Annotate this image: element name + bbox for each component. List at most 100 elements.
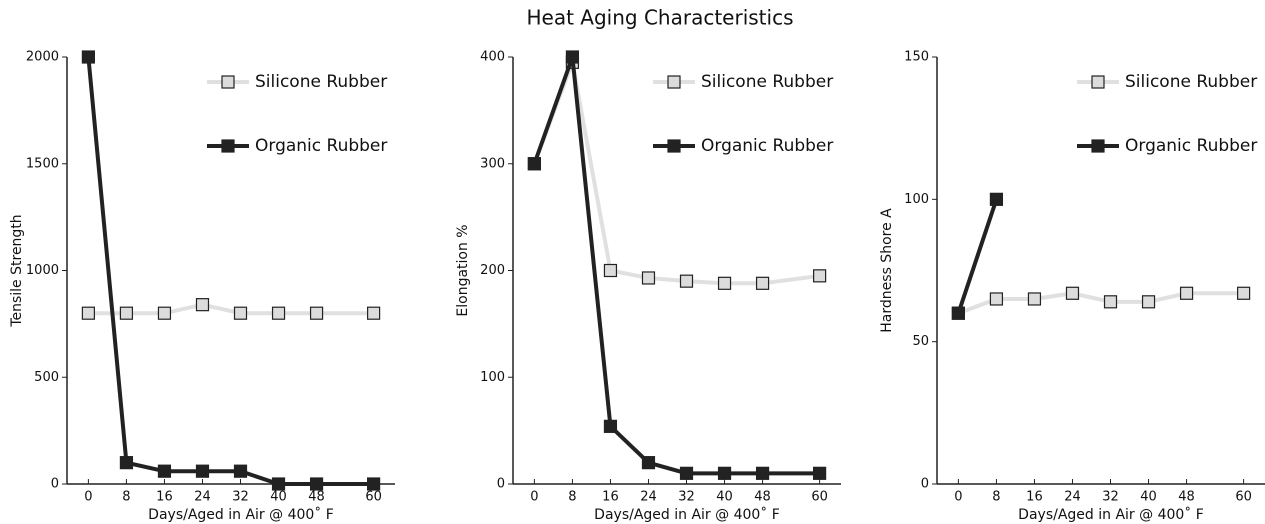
marker <box>1103 295 1118 309</box>
y-tick-label: 1500 <box>26 156 59 171</box>
marker <box>641 456 656 470</box>
x-tick-label: 16 <box>156 490 173 505</box>
y-tick-label: 200 <box>480 263 505 278</box>
marker <box>641 271 656 285</box>
marker <box>157 464 172 478</box>
x-tick-label: 60 <box>811 490 828 505</box>
marker <box>989 292 1004 306</box>
x-tick-label: 32 <box>1102 490 1119 505</box>
marker <box>813 466 827 480</box>
y-tick-label: 0 <box>497 477 505 492</box>
x-tick-label: 24 <box>640 490 657 505</box>
legend-marker <box>1091 139 1105 153</box>
x-tick-label: 60 <box>365 490 382 505</box>
marker <box>755 276 770 290</box>
legend-marker <box>667 75 681 89</box>
y-tick-label: 100 <box>480 370 505 385</box>
y-tick-label: 0 <box>51 477 59 492</box>
marker <box>233 306 248 320</box>
y-axis-label: Hardness Shore A <box>879 208 895 333</box>
x-tick-label: 24 <box>1064 490 1081 505</box>
x-tick-label: 0 <box>954 490 962 505</box>
marker <box>367 306 381 320</box>
series-line <box>86 56 374 486</box>
series-line <box>956 198 999 314</box>
marker <box>1141 295 1156 309</box>
marker <box>1065 286 1080 300</box>
marker <box>119 306 134 320</box>
x-tick-label: 16 <box>602 490 619 505</box>
y-axis-label: Elongation % <box>455 224 471 316</box>
marker <box>157 306 172 320</box>
x-axis-label: Days/Aged in Air @ 400˚ F <box>148 506 334 523</box>
marker <box>813 269 827 283</box>
x-tick-label: 8 <box>568 490 576 505</box>
legend-label: Silicone Rubber <box>701 72 833 92</box>
legend-marker <box>221 139 235 153</box>
legend-label: Organic Rubber <box>255 136 387 156</box>
y-tick-label: 1000 <box>26 263 59 278</box>
marker <box>679 274 694 288</box>
y-tick-label: 0 <box>921 477 929 492</box>
y-tick-label: 100 <box>904 192 929 207</box>
x-tick-label: 32 <box>232 490 249 505</box>
x-axis-label: Days/Aged in Air @ 400˚ F <box>1018 506 1204 523</box>
x-tick-label: 40 <box>270 490 287 505</box>
y-tick-label: 400 <box>480 50 505 65</box>
marker <box>309 477 324 491</box>
y-tick-label: 300 <box>480 156 505 171</box>
x-axis-label: Days/Aged in Air @ 400˚ F <box>594 506 780 523</box>
marker <box>755 466 770 480</box>
y-tick-label: 50 <box>912 334 929 349</box>
y-tick-label: 150 <box>904 50 929 65</box>
marker <box>195 298 210 312</box>
marker <box>989 192 1004 206</box>
y-axis-label: Tensile Strength <box>9 214 25 327</box>
x-tick-label: 32 <box>678 490 695 505</box>
x-tick-label: 48 <box>754 490 771 505</box>
legend-label: Organic Rubber <box>701 136 833 156</box>
marker <box>717 276 732 290</box>
marker <box>603 419 618 433</box>
x-tick-label: 0 <box>530 490 538 505</box>
marker <box>679 466 694 480</box>
figure-title: Heat Aging Characteristics <box>527 6 794 30</box>
x-tick-label: 40 <box>1140 490 1157 505</box>
legend-label: Silicone Rubber <box>255 72 387 92</box>
marker <box>527 157 541 171</box>
x-tick-label: 48 <box>1178 490 1195 505</box>
x-tick-label: 8 <box>122 490 130 505</box>
x-tick-label: 16 <box>1026 490 1043 505</box>
marker <box>271 306 286 320</box>
marker <box>81 306 95 320</box>
x-tick-label: 48 <box>308 490 325 505</box>
series-line <box>532 55 820 476</box>
legend-label: Organic Rubber <box>1125 136 1257 156</box>
marker <box>271 477 286 491</box>
marker <box>951 306 965 320</box>
marker <box>1027 292 1042 306</box>
x-tick-label: 40 <box>716 490 733 505</box>
marker <box>1237 286 1251 300</box>
y-tick-label: 2000 <box>26 50 59 65</box>
marker <box>603 263 618 278</box>
x-tick-label: 8 <box>992 490 1000 505</box>
marker <box>565 50 580 64</box>
legend-marker <box>1091 75 1105 89</box>
marker <box>195 464 210 478</box>
x-tick-label: 0 <box>84 490 92 505</box>
marker <box>309 306 324 320</box>
legend-label: Silicone Rubber <box>1125 72 1257 92</box>
marker <box>717 466 732 480</box>
marker <box>1179 286 1194 300</box>
legend-marker <box>667 139 681 153</box>
x-tick-label: 60 <box>1235 490 1252 505</box>
legend-marker <box>221 75 235 89</box>
marker <box>81 50 95 64</box>
marker <box>233 464 248 478</box>
y-tick-label: 500 <box>34 370 59 385</box>
marker <box>119 456 134 470</box>
marker <box>367 477 381 491</box>
x-tick-label: 24 <box>194 490 211 505</box>
